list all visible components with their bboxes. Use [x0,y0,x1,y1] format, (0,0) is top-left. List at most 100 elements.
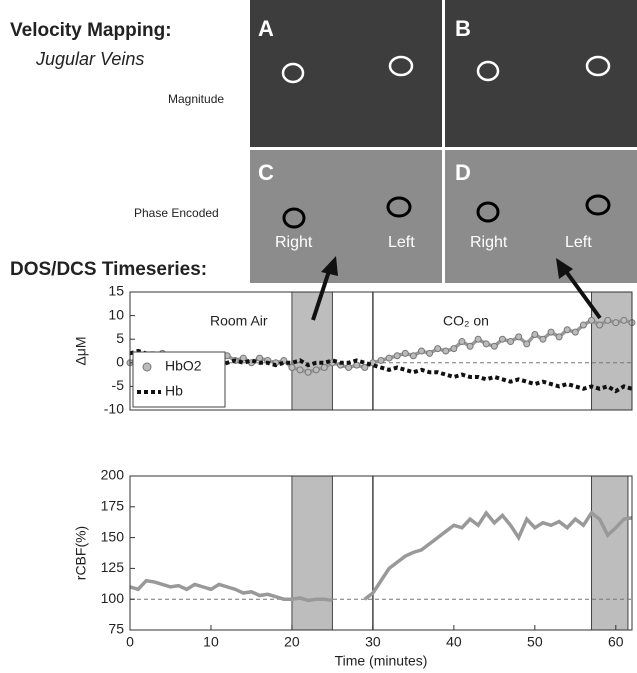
mri-image [445,0,637,147]
annotation: Room Air [210,313,268,329]
contour [281,62,305,84]
point-marker [596,321,604,329]
point-marker [296,366,304,374]
legend-box [132,351,226,408]
contour [386,196,412,218]
y-axis-label: ΔμM [73,336,89,365]
contour [388,55,414,77]
point-marker [612,319,620,327]
mri-image [445,150,637,283]
point-marker [539,335,547,343]
legend-label: Hb [165,383,183,399]
shaded-region [291,291,333,411]
point-marker [409,352,417,360]
panel-label: D [455,160,471,185]
point-marker [490,342,498,350]
point-marker [507,338,515,346]
legend-label: HbO2 [165,358,202,374]
y-tick-label: 10 [108,306,124,322]
point-marker [555,333,563,341]
x-tick-label: 30 [365,634,381,650]
shaded-region [591,291,633,411]
point-marker [450,345,458,353]
point-marker [563,326,571,334]
image-panels: A B C D Right Left Right Left [250,0,637,283]
point-marker [579,321,587,329]
point-marker [377,356,385,364]
y-tick-label: 100 [101,590,125,606]
contour [585,194,611,216]
figure-subtitle: Jugular Veins [35,49,144,69]
x-tick-label: 50 [527,634,543,650]
side-label: Left [388,234,415,251]
point-marker [426,349,434,357]
series-line [129,510,633,603]
shaded-region [291,475,333,631]
point-marker [312,366,320,374]
row-label: Phase Encoded [134,206,219,220]
y-tick-label: 75 [108,621,124,637]
y-tick-label: 15 [108,283,124,299]
point-marker [239,354,247,362]
point-marker [482,340,490,348]
point-marker [620,316,628,324]
point-marker [401,349,409,357]
contour [585,55,611,77]
y-tick-label: 200 [101,467,125,483]
y-tick-label: 0 [116,354,124,370]
y-tick-label: 5 [116,330,124,346]
point-marker [531,330,539,338]
side-label: Right [275,234,313,251]
contour [282,207,306,229]
contour [476,201,500,223]
point-marker [393,352,401,360]
point-marker [474,335,482,343]
side-label: Right [470,234,508,251]
panel-label: B [455,16,471,41]
section-title: DOS/DCS Timeseries: [10,259,207,280]
arrow [311,267,332,321]
point-marker [547,328,555,336]
y-tick-label: 150 [101,528,125,544]
y-tick-label: 125 [101,559,125,575]
point-marker [458,338,466,346]
point-marker [417,347,425,355]
point-marker [361,364,369,372]
mri-image [250,0,442,147]
annotation: CO₂ on [443,313,489,329]
point-marker [604,316,612,324]
panel-label: A [258,16,274,41]
legend-marker [142,362,152,372]
point-marker [498,335,506,343]
point-marker [588,316,596,324]
arrow-head [556,258,573,279]
panel-label: C [258,160,274,185]
contour [476,60,500,82]
point-marker [466,342,474,350]
x-tick-label: 10 [203,634,219,650]
x-axis-label: Time (minutes) [335,653,428,669]
arrow-head [321,256,338,276]
point-marker [442,347,450,355]
mri-image [250,150,442,283]
arrows [311,256,602,321]
point-marker [515,333,523,341]
x-tick-label: 60 [608,634,624,650]
point-marker [256,354,264,362]
point-marker [385,354,393,362]
y-axis-label: rCBF(%) [73,526,89,580]
point-marker [288,364,296,372]
row-label: Magnitude [168,92,224,106]
point-marker [320,364,328,372]
point-marker [571,328,579,336]
plot-frame [129,475,633,631]
x-tick-label: 40 [446,634,462,650]
shaded-region [591,475,629,631]
y-tick-label: -10 [104,401,124,417]
point-marker [304,368,312,376]
arrow [563,268,602,320]
x-tick-label: 0 [126,634,134,650]
y-tick-label: -5 [112,377,125,393]
